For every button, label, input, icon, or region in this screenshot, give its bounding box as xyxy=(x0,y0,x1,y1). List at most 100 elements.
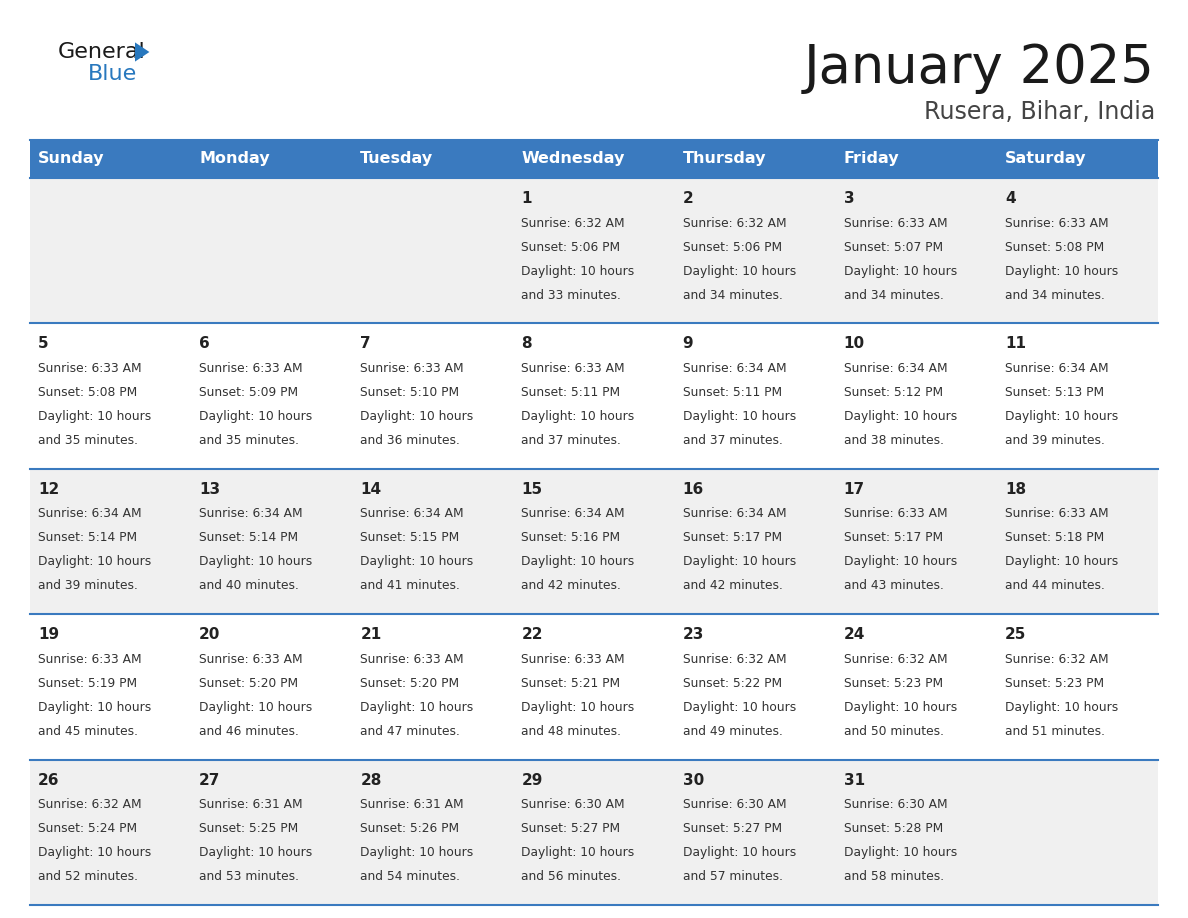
Text: Wednesday: Wednesday xyxy=(522,151,625,166)
Text: Sunset: 5:14 PM: Sunset: 5:14 PM xyxy=(200,532,298,544)
Text: Daylight: 10 hours: Daylight: 10 hours xyxy=(360,846,474,859)
Text: and 34 minutes.: and 34 minutes. xyxy=(1005,288,1105,301)
Text: 18: 18 xyxy=(1005,482,1026,497)
Text: Sunrise: 6:34 AM: Sunrise: 6:34 AM xyxy=(522,508,625,521)
Text: Sunset: 5:12 PM: Sunset: 5:12 PM xyxy=(843,386,943,399)
Text: Sunset: 5:14 PM: Sunset: 5:14 PM xyxy=(38,532,137,544)
Text: and 58 minutes.: and 58 minutes. xyxy=(843,870,944,883)
Text: and 54 minutes.: and 54 minutes. xyxy=(360,870,460,883)
Text: Sunrise: 6:33 AM: Sunrise: 6:33 AM xyxy=(360,362,465,375)
Text: and 48 minutes.: and 48 minutes. xyxy=(522,724,621,738)
Text: Daylight: 10 hours: Daylight: 10 hours xyxy=(38,846,151,859)
Text: General: General xyxy=(58,42,146,62)
Text: Daylight: 10 hours: Daylight: 10 hours xyxy=(522,264,634,277)
Text: Sunrise: 6:33 AM: Sunrise: 6:33 AM xyxy=(522,362,625,375)
Text: Daylight: 10 hours: Daylight: 10 hours xyxy=(843,264,958,277)
Text: 2: 2 xyxy=(683,191,694,206)
Text: and 46 minutes.: and 46 minutes. xyxy=(200,724,299,738)
Polygon shape xyxy=(135,42,150,62)
Text: Sunset: 5:17 PM: Sunset: 5:17 PM xyxy=(843,532,943,544)
Text: Sunset: 5:28 PM: Sunset: 5:28 PM xyxy=(843,823,943,835)
Text: 14: 14 xyxy=(360,482,381,497)
Text: Daylight: 10 hours: Daylight: 10 hours xyxy=(1005,264,1118,277)
Text: and 41 minutes.: and 41 minutes. xyxy=(360,579,460,592)
Text: Sunrise: 6:34 AM: Sunrise: 6:34 AM xyxy=(1005,362,1108,375)
Text: Sunrise: 6:33 AM: Sunrise: 6:33 AM xyxy=(843,508,947,521)
Text: Sunset: 5:22 PM: Sunset: 5:22 PM xyxy=(683,677,782,689)
Text: Sunset: 5:21 PM: Sunset: 5:21 PM xyxy=(522,677,620,689)
Text: Sunrise: 6:32 AM: Sunrise: 6:32 AM xyxy=(683,217,786,230)
Text: Sunset: 5:19 PM: Sunset: 5:19 PM xyxy=(38,677,137,689)
Text: Daylight: 10 hours: Daylight: 10 hours xyxy=(1005,700,1118,713)
Text: 5: 5 xyxy=(38,337,49,352)
Text: Sunset: 5:09 PM: Sunset: 5:09 PM xyxy=(200,386,298,399)
Text: Sunrise: 6:34 AM: Sunrise: 6:34 AM xyxy=(200,508,303,521)
Text: Sunset: 5:13 PM: Sunset: 5:13 PM xyxy=(1005,386,1104,399)
Bar xyxy=(30,178,1158,323)
Text: Sunset: 5:11 PM: Sunset: 5:11 PM xyxy=(522,386,620,399)
Text: Daylight: 10 hours: Daylight: 10 hours xyxy=(200,846,312,859)
Text: Sunset: 5:10 PM: Sunset: 5:10 PM xyxy=(360,386,460,399)
Bar xyxy=(30,323,1158,469)
Text: Daylight: 10 hours: Daylight: 10 hours xyxy=(522,410,634,423)
Text: Daylight: 10 hours: Daylight: 10 hours xyxy=(683,700,796,713)
Text: and 44 minutes.: and 44 minutes. xyxy=(1005,579,1105,592)
Bar xyxy=(30,614,1158,759)
Text: 8: 8 xyxy=(522,337,532,352)
Text: Daylight: 10 hours: Daylight: 10 hours xyxy=(200,700,312,713)
Text: and 34 minutes.: and 34 minutes. xyxy=(843,288,943,301)
Text: and 40 minutes.: and 40 minutes. xyxy=(200,579,299,592)
Text: Daylight: 10 hours: Daylight: 10 hours xyxy=(38,410,151,423)
Text: Sunrise: 6:31 AM: Sunrise: 6:31 AM xyxy=(360,798,465,812)
Text: Sunrise: 6:32 AM: Sunrise: 6:32 AM xyxy=(38,798,141,812)
Text: Sunrise: 6:33 AM: Sunrise: 6:33 AM xyxy=(522,653,625,666)
Text: Sunrise: 6:34 AM: Sunrise: 6:34 AM xyxy=(683,362,786,375)
Text: Sunrise: 6:34 AM: Sunrise: 6:34 AM xyxy=(843,362,947,375)
Text: 29: 29 xyxy=(522,773,543,788)
Text: Sunrise: 6:33 AM: Sunrise: 6:33 AM xyxy=(200,362,303,375)
Text: January 2025: January 2025 xyxy=(804,42,1155,94)
Text: Daylight: 10 hours: Daylight: 10 hours xyxy=(843,700,958,713)
Text: Daylight: 10 hours: Daylight: 10 hours xyxy=(360,555,474,568)
Text: 22: 22 xyxy=(522,627,543,643)
Text: Sunrise: 6:34 AM: Sunrise: 6:34 AM xyxy=(38,508,141,521)
Text: Rusera, Bihar, India: Rusera, Bihar, India xyxy=(924,100,1155,124)
Text: Daylight: 10 hours: Daylight: 10 hours xyxy=(683,264,796,277)
Text: and 37 minutes.: and 37 minutes. xyxy=(683,434,783,447)
Text: and 43 minutes.: and 43 minutes. xyxy=(843,579,943,592)
Text: Sunrise: 6:32 AM: Sunrise: 6:32 AM xyxy=(843,653,947,666)
Text: 26: 26 xyxy=(38,773,59,788)
Text: Sunset: 5:25 PM: Sunset: 5:25 PM xyxy=(200,823,298,835)
Text: and 35 minutes.: and 35 minutes. xyxy=(38,434,138,447)
Text: Daylight: 10 hours: Daylight: 10 hours xyxy=(522,555,634,568)
Text: and 42 minutes.: and 42 minutes. xyxy=(683,579,783,592)
Text: 17: 17 xyxy=(843,482,865,497)
Text: Daylight: 10 hours: Daylight: 10 hours xyxy=(522,846,634,859)
Text: Daylight: 10 hours: Daylight: 10 hours xyxy=(200,410,312,423)
Text: Sunset: 5:17 PM: Sunset: 5:17 PM xyxy=(683,532,782,544)
Text: and 35 minutes.: and 35 minutes. xyxy=(200,434,299,447)
Text: and 45 minutes.: and 45 minutes. xyxy=(38,724,138,738)
Text: Sunset: 5:26 PM: Sunset: 5:26 PM xyxy=(360,823,460,835)
Text: 4: 4 xyxy=(1005,191,1016,206)
Text: and 50 minutes.: and 50 minutes. xyxy=(843,724,943,738)
Text: 11: 11 xyxy=(1005,337,1026,352)
Text: Sunset: 5:06 PM: Sunset: 5:06 PM xyxy=(522,241,620,253)
Text: Daylight: 10 hours: Daylight: 10 hours xyxy=(683,555,796,568)
Text: Sunset: 5:27 PM: Sunset: 5:27 PM xyxy=(522,823,620,835)
Text: 20: 20 xyxy=(200,627,221,643)
Text: Daylight: 10 hours: Daylight: 10 hours xyxy=(683,846,796,859)
Text: 23: 23 xyxy=(683,627,704,643)
Text: Sunrise: 6:33 AM: Sunrise: 6:33 AM xyxy=(843,217,947,230)
Text: Sunrise: 6:33 AM: Sunrise: 6:33 AM xyxy=(1005,508,1108,521)
Text: and 49 minutes.: and 49 minutes. xyxy=(683,724,783,738)
Text: 12: 12 xyxy=(38,482,59,497)
Text: Sunset: 5:27 PM: Sunset: 5:27 PM xyxy=(683,823,782,835)
Text: Sunset: 5:08 PM: Sunset: 5:08 PM xyxy=(1005,241,1104,253)
Text: Sunrise: 6:33 AM: Sunrise: 6:33 AM xyxy=(1005,217,1108,230)
Text: 15: 15 xyxy=(522,482,543,497)
Text: Daylight: 10 hours: Daylight: 10 hours xyxy=(38,555,151,568)
Text: Daylight: 10 hours: Daylight: 10 hours xyxy=(683,410,796,423)
Text: Daylight: 10 hours: Daylight: 10 hours xyxy=(38,700,151,713)
Text: 27: 27 xyxy=(200,773,221,788)
